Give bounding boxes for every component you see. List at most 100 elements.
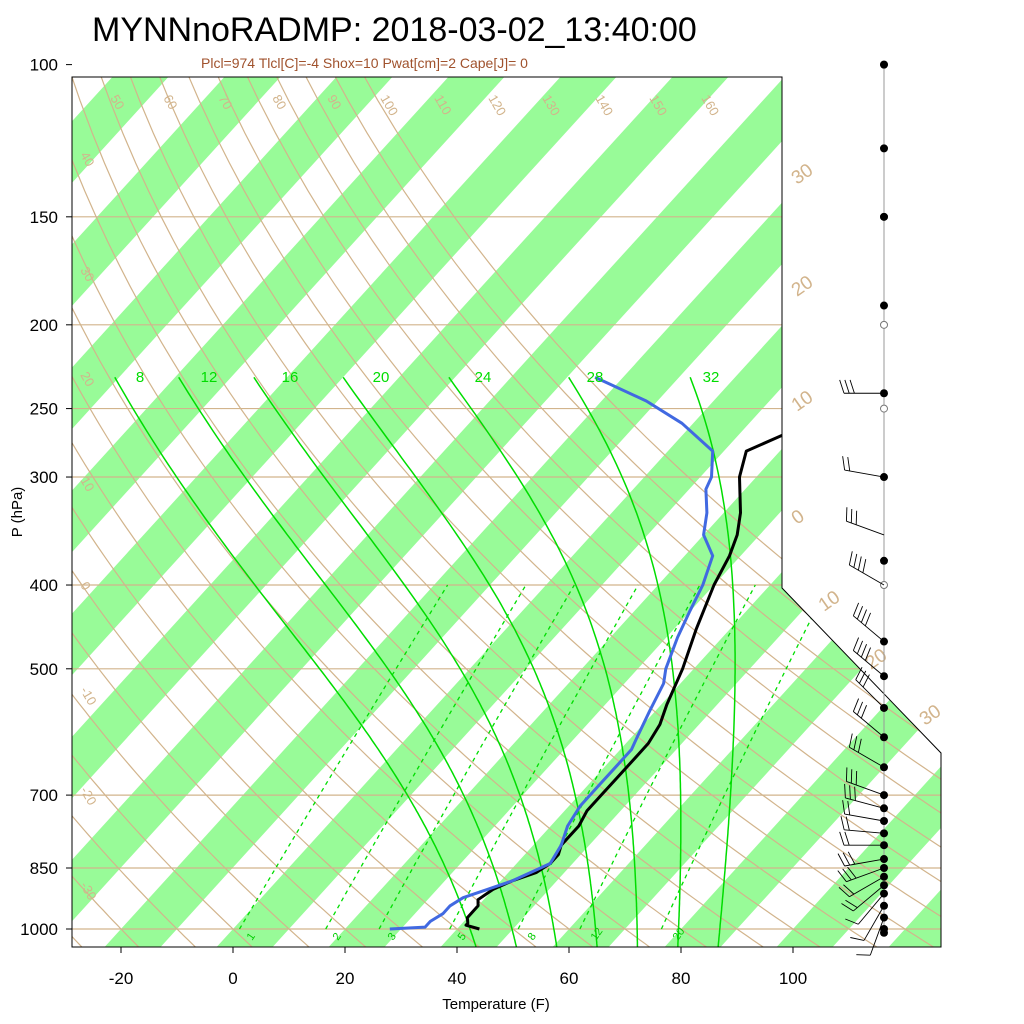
wind-barb — [863, 905, 885, 941]
wind-barb-feather — [843, 884, 855, 895]
wind-barb-feather — [852, 637, 860, 651]
x-tick-label: 0 — [228, 969, 237, 988]
mixing-ratio-line — [325, 584, 527, 930]
wind-barb-feather — [839, 831, 845, 846]
y-tick-label: 850 — [30, 859, 58, 878]
plot-area — [72, 60, 1024, 960]
wind-barb-feather — [856, 701, 864, 716]
dry-adiabat — [279, 77, 941, 947]
wind-barb-feather — [839, 379, 845, 394]
isotherm-label: 10 — [815, 587, 844, 616]
dewpoint-line — [389, 375, 715, 931]
wind-barb-feather — [852, 602, 860, 617]
y-tick-label: 100 — [30, 56, 58, 75]
wind-barb-feather — [845, 899, 858, 909]
wind-barb — [853, 650, 885, 677]
y-tick-label: 200 — [30, 316, 58, 335]
wind-barb — [846, 867, 885, 883]
x-tick-label: -20 — [109, 969, 134, 988]
x-tick-label: 40 — [448, 969, 467, 988]
wind-barb-feather — [853, 736, 858, 750]
wind-barb-feather — [837, 870, 847, 882]
mixing-ratio-line — [238, 584, 449, 930]
moist-adiabat — [253, 376, 558, 947]
isotherm-label: 30 — [788, 160, 817, 189]
dry-adiabat — [72, 77, 428, 947]
dry-adiabat — [195, 77, 941, 947]
dry-adiabat — [72, 77, 599, 947]
wind-barb-feather — [844, 379, 850, 394]
chart-subtitle: Plcl=974 Tlcl[C]=-4 Shox=10 Pwat[cm]=2 C… — [201, 55, 528, 71]
wind-barb — [853, 884, 885, 912]
mixing-ratio-label: 1 — [245, 931, 258, 943]
x-tick-label: 80 — [672, 969, 691, 988]
wind-barb — [853, 615, 885, 642]
theta-label: 100 — [377, 92, 401, 118]
dry-adiabat — [139, 77, 941, 947]
wind-barb-feather — [858, 670, 867, 684]
isotherm-bands — [72, 60, 1024, 960]
isotherm-band — [540, 77, 941, 947]
y-tick-label: 1000 — [20, 920, 58, 939]
dry-adiabat — [72, 77, 485, 947]
wind-barb-feather — [860, 644, 867, 658]
dry-adiabat — [72, 77, 314, 947]
wind-barb-feather — [842, 456, 846, 471]
wind-barb-feather — [864, 612, 871, 627]
wind-barb — [846, 781, 885, 796]
y-tick-label: 150 — [30, 208, 58, 227]
dry-adiabat — [308, 77, 941, 947]
isotherm-label: 20 — [788, 272, 817, 301]
dry-adiabat — [72, 77, 371, 947]
wind-barb — [849, 746, 885, 768]
wind-barb — [849, 876, 885, 898]
level-marker — [880, 928, 888, 937]
y-tick-label: 700 — [30, 786, 58, 805]
wind-barb-feather — [838, 887, 850, 898]
mixing-ratio-lines — [238, 584, 829, 930]
isotherm-band — [652, 77, 941, 947]
wind-barb-feather — [862, 674, 870, 688]
moist-adiabat-label: 16 — [282, 369, 299, 386]
dry-adiabat — [72, 77, 143, 947]
moist-adiabat-label: 28 — [587, 369, 604, 386]
wind-barb-feather — [847, 866, 857, 879]
wind-barb-feather — [854, 786, 856, 801]
isotherm-band — [72, 77, 632, 947]
isotherm-band — [72, 77, 856, 947]
level-marker — [880, 212, 888, 221]
level-marker — [880, 144, 888, 153]
isotherm-band — [72, 77, 296, 947]
dry-adiabat — [83, 77, 884, 947]
mixing-ratio-label: 8 — [526, 931, 539, 943]
theta-label: 60 — [160, 92, 180, 112]
y-tick-label: 400 — [30, 576, 58, 595]
isotherm-band — [72, 77, 744, 947]
moist-adiabat — [114, 376, 477, 947]
moist-adiabat — [342, 376, 598, 947]
isotherm-band — [72, 77, 408, 947]
isotherm-label: 10 — [788, 387, 817, 416]
plot-border — [71, 76, 942, 948]
wind-barb-feather — [857, 738, 862, 753]
wind-barb — [844, 858, 885, 867]
wind-barb-feather — [849, 379, 855, 394]
wind-barb — [857, 893, 885, 925]
theta-label: 120 — [485, 92, 509, 118]
dry-adiabat — [223, 77, 941, 947]
theta-label: 40 — [77, 149, 97, 169]
wind-barb — [849, 564, 885, 586]
theta-label: 80 — [269, 92, 289, 112]
wind-barb-feather — [855, 667, 863, 680]
y-axis-title: P (hPa) — [9, 487, 26, 538]
wind-profile — [837, 60, 888, 956]
mixing-ratio-line — [449, 584, 639, 930]
dry-adiabats — [72, 77, 941, 947]
wind-barb-feather — [844, 783, 846, 798]
isotherm-band — [989, 60, 1024, 960]
x-tick-label: 100 — [779, 969, 807, 988]
wind-barb — [844, 469, 885, 478]
level-marker — [880, 556, 888, 565]
moist-adiabat-label: 24 — [475, 369, 492, 386]
